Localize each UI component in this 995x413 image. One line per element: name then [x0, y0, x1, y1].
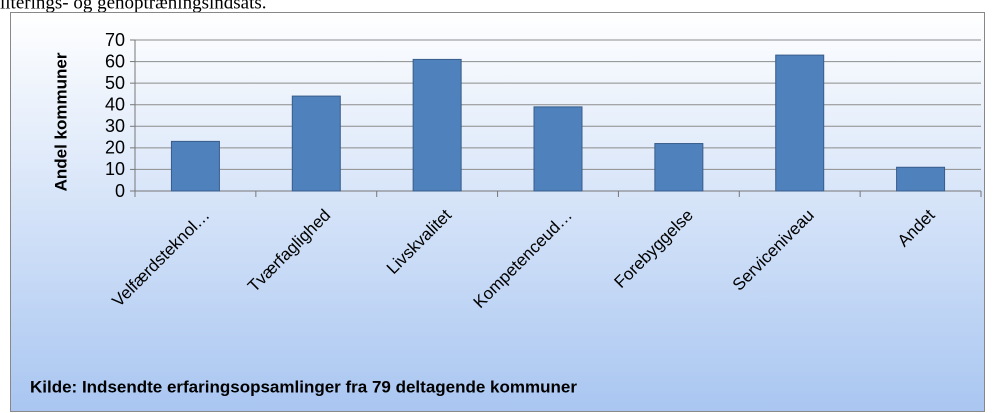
y-tick-label: 50 — [105, 73, 125, 93]
y-tick-label: 60 — [105, 51, 125, 71]
bar — [775, 54, 825, 192]
bar — [533, 106, 583, 192]
page-text: ilterings- og genoptræningsindsats. — [0, 0, 267, 13]
y-tick-label: 30 — [105, 116, 125, 136]
y-tick-label: 10 — [105, 159, 125, 179]
y-tick-label: 40 — [105, 94, 125, 114]
bar — [412, 58, 462, 192]
y-axis-label: Andel kommuner — [51, 52, 70, 191]
chart-frame — [10, 12, 985, 412]
bar — [896, 166, 946, 192]
y-tick-label: 0 — [115, 181, 125, 201]
bar — [654, 143, 704, 192]
source: Kilde: Indsendte erfaringsopsamlinger fr… — [30, 377, 577, 396]
y-tick-label: 20 — [105, 138, 125, 158]
bar — [291, 95, 341, 192]
bar — [170, 140, 220, 192]
y-tick-label: 70 — [105, 30, 125, 50]
